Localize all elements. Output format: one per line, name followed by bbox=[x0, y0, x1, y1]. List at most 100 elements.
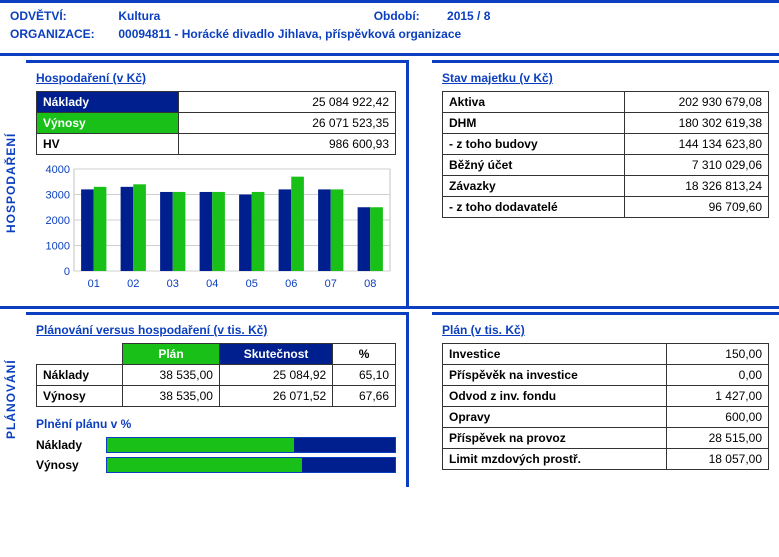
row-value: 26 071,52 bbox=[219, 386, 332, 407]
svg-text:08: 08 bbox=[364, 278, 376, 290]
table-row: Příspěvek na provoz28 515,00 bbox=[443, 428, 769, 449]
obdobi-value: 2015 / 8 bbox=[447, 9, 490, 23]
svg-text:01: 01 bbox=[88, 278, 100, 290]
row-value: 67,66 bbox=[333, 386, 396, 407]
vertical-divider-2 bbox=[406, 312, 432, 487]
vynosy-label: Výnosy bbox=[37, 113, 179, 134]
row-label: Závazky bbox=[443, 176, 625, 197]
svg-text:3000: 3000 bbox=[46, 190, 70, 202]
pct-bar-fill bbox=[107, 458, 302, 472]
table-row: Aktiva202 930 679,08 bbox=[443, 92, 769, 113]
table-row: Závazky18 326 813,24 bbox=[443, 176, 769, 197]
hv-label: HV bbox=[37, 134, 179, 155]
pct-bar-row: Výnosy bbox=[36, 457, 396, 473]
section-label-planovani: PLÁNOVÁNÍ bbox=[0, 312, 26, 487]
svg-text:06: 06 bbox=[285, 278, 297, 290]
svg-text:05: 05 bbox=[246, 278, 258, 290]
table-row: Výnosy38 535,0026 071,5267,66 bbox=[37, 386, 396, 407]
col-skut: Skutečnost bbox=[219, 344, 332, 365]
plan-title: Plán (v tis. Kč) bbox=[442, 323, 769, 337]
hospodareni-bar-chart: 0 1000 2000 3000 4000 01 02 03 04 05 06 07 08 bbox=[36, 163, 396, 293]
row-value: 28 515,00 bbox=[666, 428, 768, 449]
table-row: Běžný účet7 310 029,06 bbox=[443, 155, 769, 176]
pct-bar-label: Výnosy bbox=[36, 458, 106, 472]
org-value: 00094811 - Horácké divadlo Jihlava, přís… bbox=[118, 27, 461, 41]
row-label: Investice bbox=[443, 344, 667, 365]
svg-text:4000: 4000 bbox=[46, 164, 70, 176]
pct-bar-row: Náklady bbox=[36, 437, 396, 453]
obdobi-label: Období: bbox=[374, 9, 444, 23]
table-row: DHM180 302 619,38 bbox=[443, 113, 769, 134]
row-value: 18 057,00 bbox=[666, 449, 768, 470]
row-value: 1 427,00 bbox=[666, 386, 768, 407]
pct-title: Plnění plánu v % bbox=[36, 417, 396, 431]
svg-text:1000: 1000 bbox=[46, 241, 70, 253]
odvetvi-value: Kultura bbox=[118, 9, 160, 23]
panel-plan: Plán (v tis. Kč) Investice150,00Příspěvě… bbox=[432, 312, 779, 487]
pct-bar-fill bbox=[107, 438, 294, 452]
section-label-hospodareni: HOSPODAŘENÍ bbox=[0, 60, 26, 306]
row-value: 96 709,60 bbox=[624, 197, 768, 218]
svg-text:04: 04 bbox=[206, 278, 218, 290]
panel-stav-majetku: Stav majetku (v Kč) Aktiva202 930 679,08… bbox=[432, 60, 779, 306]
svg-text:07: 07 bbox=[325, 278, 337, 290]
table-row: Investice150,00 bbox=[443, 344, 769, 365]
row-label: - z toho dodavatelé bbox=[443, 197, 625, 218]
plan-vs-hosp-title: Plánování versus hospodaření (v tis. Kč) bbox=[36, 323, 396, 337]
stav-majetku-title: Stav majetku (v Kč) bbox=[442, 71, 769, 85]
plan-vs-hosp-table: Plán Skutečnost % Náklady38 535,0025 084… bbox=[36, 343, 396, 407]
pct-bar bbox=[106, 457, 396, 473]
row-label: Aktiva bbox=[443, 92, 625, 113]
table-row: - z toho dodavatelé96 709,60 bbox=[443, 197, 769, 218]
row-label: Náklady bbox=[37, 365, 123, 386]
row-value: 7 310 029,06 bbox=[624, 155, 768, 176]
panel-plan-vs-hosp: Plánování versus hospodaření (v tis. Kč)… bbox=[26, 312, 406, 487]
header: ODVĚTVÍ: Kultura Období: 2015 / 8 ORGANI… bbox=[0, 0, 779, 56]
row-value: 144 134 623,80 bbox=[624, 134, 768, 155]
hospodareni-table: Náklady 25 084 922,42 Výnosy 26 071 523,… bbox=[36, 91, 396, 155]
row-label: Limit mzdových prostř. bbox=[443, 449, 667, 470]
row-label: Příspěvek na provoz bbox=[443, 428, 667, 449]
odvetvi-label: ODVĚTVÍ: bbox=[10, 9, 115, 23]
table-row: Náklady38 535,0025 084,9265,10 bbox=[37, 365, 396, 386]
pct-bar bbox=[106, 437, 396, 453]
naklady-label: Náklady bbox=[37, 92, 179, 113]
row-value: 25 084,92 bbox=[219, 365, 332, 386]
row-label: Opravy bbox=[443, 407, 667, 428]
row-label: Výnosy bbox=[37, 386, 123, 407]
pct-bar-label: Náklady bbox=[36, 438, 106, 452]
svg-text:02: 02 bbox=[127, 278, 139, 290]
vynosy-value: 26 071 523,35 bbox=[179, 113, 396, 134]
row-value: 150,00 bbox=[666, 344, 768, 365]
row-value: 0,00 bbox=[666, 365, 768, 386]
table-row: Odvod z inv. fondu1 427,00 bbox=[443, 386, 769, 407]
table-row: Limit mzdových prostř.18 057,00 bbox=[443, 449, 769, 470]
row-value: 38 535,00 bbox=[123, 386, 220, 407]
panel-hospodareni: Hospodaření (v Kč) Náklady 25 084 922,42… bbox=[26, 60, 406, 306]
row-value: 18 326 813,24 bbox=[624, 176, 768, 197]
hv-value: 986 600,93 bbox=[179, 134, 396, 155]
row-value: 202 930 679,08 bbox=[624, 92, 768, 113]
hospodareni-title: Hospodaření (v Kč) bbox=[36, 71, 396, 85]
vertical-divider bbox=[406, 60, 432, 306]
svg-text:2000: 2000 bbox=[46, 215, 70, 227]
org-label: ORGANIZACE: bbox=[10, 27, 115, 41]
plan-table: Investice150,00Příspěvěk na investice0,0… bbox=[442, 343, 769, 470]
row-label: Odvod z inv. fondu bbox=[443, 386, 667, 407]
row-label: Běžný účet bbox=[443, 155, 625, 176]
stav-majetku-table: Aktiva202 930 679,08DHM180 302 619,38- z… bbox=[442, 91, 769, 218]
row-label: - z toho budovy bbox=[443, 134, 625, 155]
col-plan: Plán bbox=[123, 344, 220, 365]
row-value: 65,10 bbox=[333, 365, 396, 386]
row-value: 38 535,00 bbox=[123, 365, 220, 386]
svg-text:0: 0 bbox=[64, 266, 70, 278]
row-value: 180 302 619,38 bbox=[624, 113, 768, 134]
table-row: Příspěvěk na investice0,00 bbox=[443, 365, 769, 386]
naklady-value: 25 084 922,42 bbox=[179, 92, 396, 113]
col-pct: % bbox=[333, 344, 396, 365]
row-value: 600,00 bbox=[666, 407, 768, 428]
table-row: - z toho budovy144 134 623,80 bbox=[443, 134, 769, 155]
row-label: DHM bbox=[443, 113, 625, 134]
row-label: Příspěvěk na investice bbox=[443, 365, 667, 386]
svg-text:03: 03 bbox=[167, 278, 179, 290]
